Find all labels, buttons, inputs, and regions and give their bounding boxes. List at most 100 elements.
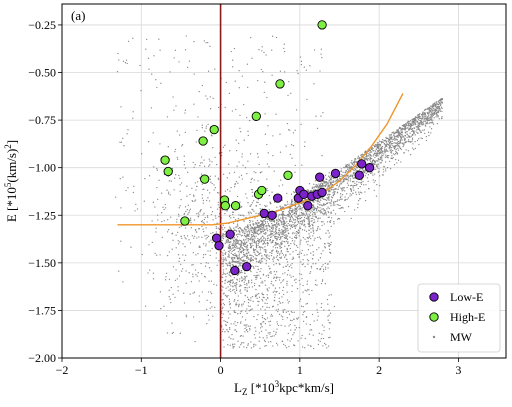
mw-point: [320, 53, 322, 55]
mw-point: [300, 273, 302, 276]
mw-point: [258, 239, 260, 241]
mw-point: [426, 108, 429, 110]
mw-point: [287, 222, 289, 225]
mw-point: [162, 206, 164, 208]
mw-point: [382, 168, 384, 171]
mw-point: [178, 174, 180, 177]
mw-point: [390, 146, 393, 149]
mw-point: [396, 142, 398, 144]
mw-point: [258, 163, 260, 166]
mw-point: [259, 203, 261, 206]
mw-point: [268, 234, 270, 237]
mw-point: [227, 311, 229, 313]
mw-point: [264, 204, 266, 207]
mw-point: [201, 220, 204, 222]
mw-point: [389, 168, 392, 170]
mw-point: [414, 134, 417, 136]
mw-point: [248, 279, 250, 282]
mw-point: [305, 323, 307, 325]
mw-point: [242, 248, 244, 250]
mw-point: [312, 224, 314, 226]
mw-point: [279, 206, 281, 208]
mw-point: [269, 251, 271, 254]
mw-point: [281, 340, 284, 342]
mw-point: [188, 60, 191, 62]
mw-point: [270, 254, 273, 257]
mw-point: [190, 222, 192, 224]
mw-point: [379, 158, 381, 161]
mw-point: [241, 156, 243, 158]
mw-point: [323, 329, 325, 332]
mw-point: [318, 183, 320, 185]
mw-point: [240, 270, 242, 272]
mw-point: [240, 284, 242, 287]
mw-point: [217, 178, 220, 181]
mw-point: [311, 289, 313, 292]
mw-point: [278, 287, 281, 289]
mw-point: [238, 265, 240, 267]
low-e-point: [364, 163, 375, 173]
mw-point: [419, 130, 421, 132]
mw-point: [321, 265, 323, 268]
mw-point: [206, 215, 209, 217]
x-tick-label: 3: [455, 363, 461, 377]
mw-point: [197, 272, 199, 274]
mw-point: [242, 335, 244, 337]
mw-point: [394, 146, 397, 148]
mw-point: [245, 235, 247, 237]
mw-point: [160, 307, 162, 310]
mw-point: [251, 236, 254, 238]
mw-point: [188, 212, 190, 214]
mw-point: [210, 232, 212, 235]
mw-point: [173, 189, 175, 191]
mw-point: [251, 208, 253, 211]
mw-point: [291, 226, 294, 229]
mw-point: [276, 218, 278, 221]
mw-point: [341, 173, 343, 176]
mw-point: [345, 177, 347, 180]
mw-point: [271, 251, 273, 253]
mw-point: [361, 153, 363, 155]
mw-point: [330, 217, 333, 219]
mw-point: [336, 188, 338, 190]
mw-point: [222, 263, 224, 265]
mw-point: [344, 171, 347, 174]
mw-point: [294, 329, 296, 331]
mw-point: [292, 256, 294, 258]
mw-point: [263, 240, 266, 242]
mw-point: [259, 227, 262, 230]
mw-point: [256, 274, 258, 276]
mw-point: [307, 344, 309, 346]
mw-point: [280, 282, 282, 284]
mw-point: [330, 212, 332, 215]
mw-point: [225, 287, 227, 289]
mw-point: [257, 251, 259, 253]
mw-point: [208, 158, 210, 160]
mw-point: [346, 198, 348, 201]
mw-point: [304, 210, 307, 212]
mw-point: [243, 281, 245, 283]
mw-point: [328, 322, 330, 324]
mw-point: [228, 254, 230, 257]
mw-point: [264, 113, 266, 115]
mw-point: [352, 185, 354, 187]
mw-point: [192, 200, 194, 203]
mw-point: [403, 152, 406, 154]
mw-point: [304, 213, 306, 215]
mw-point: [156, 254, 158, 256]
mw-point: [263, 339, 266, 341]
x-axis-label: LZ [*103kpc*km/s]: [234, 379, 334, 397]
mw-point: [224, 282, 226, 284]
mw-point: [373, 189, 375, 192]
mw-point: [164, 203, 166, 206]
mw-point: [317, 226, 319, 228]
mw-point: [315, 263, 317, 265]
mw-point: [145, 48, 147, 50]
mw-point: [266, 242, 269, 244]
mw-point: [298, 204, 300, 206]
mw-point: [303, 220, 306, 223]
mw-point: [316, 229, 319, 231]
mw-point: [204, 130, 206, 132]
mw-point: [184, 109, 187, 111]
